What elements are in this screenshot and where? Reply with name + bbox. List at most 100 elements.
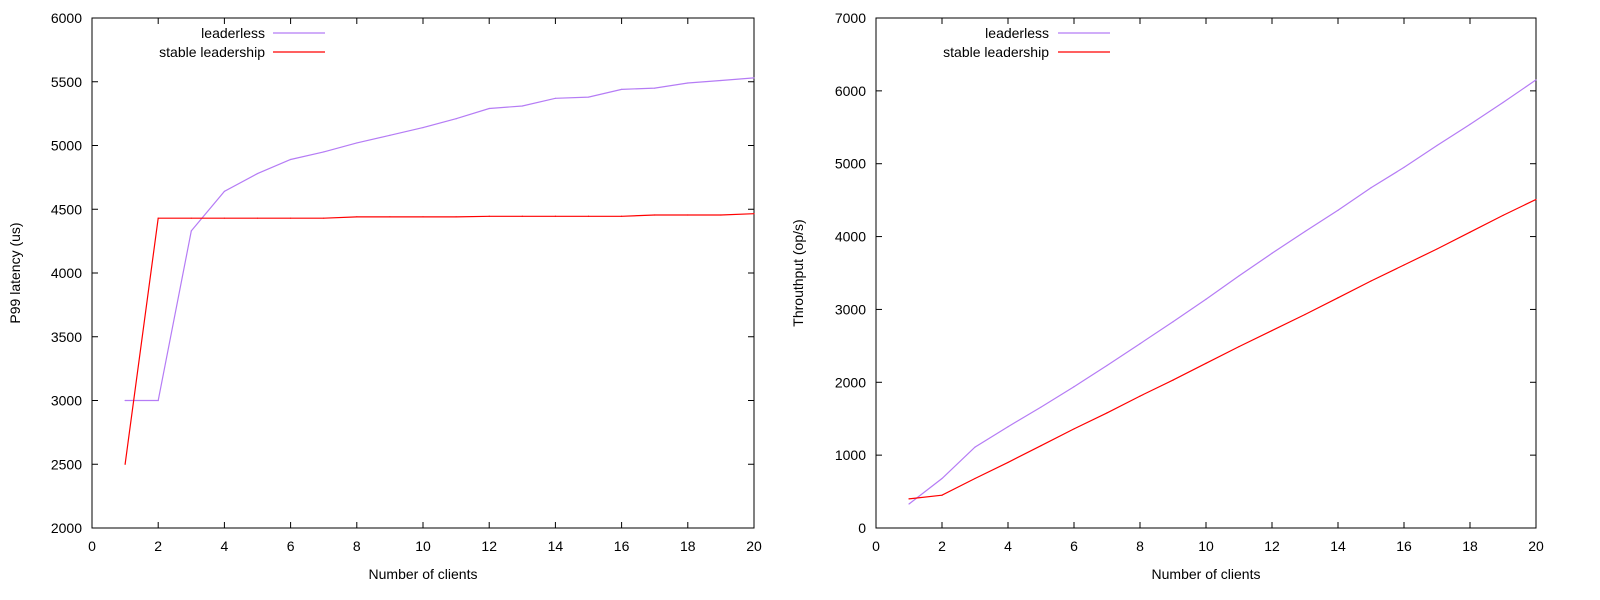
data-point bbox=[124, 399, 126, 402]
legend-label: stable leadership bbox=[943, 44, 1049, 60]
y-tick-label: 4000 bbox=[51, 265, 82, 281]
data-point bbox=[356, 216, 358, 218]
data-point bbox=[455, 118, 457, 120]
data-point bbox=[1040, 406, 1042, 408]
data-point bbox=[1205, 298, 1207, 300]
plot-border bbox=[875, 17, 1537, 529]
data-point bbox=[720, 79, 722, 82]
data-point bbox=[290, 158, 292, 161]
x-tick-label: 20 bbox=[746, 538, 762, 554]
data-point bbox=[223, 217, 225, 219]
data-point bbox=[1436, 144, 1438, 147]
data-point bbox=[256, 217, 259, 219]
x-tick-label: 8 bbox=[1136, 538, 1144, 554]
data-point bbox=[587, 96, 590, 98]
x-tick-label: 20 bbox=[1528, 538, 1544, 554]
x-tick-label: 8 bbox=[353, 538, 361, 554]
data-point bbox=[654, 214, 656, 216]
data-point bbox=[389, 216, 391, 218]
data-point bbox=[1403, 264, 1405, 266]
legend-label: stable leadership bbox=[159, 44, 265, 60]
data-point bbox=[753, 213, 755, 215]
y-tick-label: 4500 bbox=[51, 201, 82, 217]
data-point bbox=[488, 107, 490, 110]
data-point bbox=[621, 215, 623, 217]
data-point bbox=[1370, 187, 1372, 189]
data-point bbox=[190, 230, 192, 232]
data-point bbox=[1535, 198, 1537, 201]
x-tick-label: 10 bbox=[1198, 538, 1214, 554]
y-tick-label: 6000 bbox=[51, 10, 82, 26]
data-point bbox=[1271, 252, 1273, 254]
x-tick-label: 4 bbox=[1004, 538, 1012, 554]
data-point bbox=[687, 82, 689, 84]
data-point bbox=[1172, 379, 1174, 381]
y-tick-label: 4000 bbox=[835, 229, 866, 245]
data-point bbox=[157, 217, 159, 219]
y-tick-label: 5500 bbox=[51, 74, 82, 90]
legend-label: leaderless bbox=[985, 25, 1049, 41]
data-point bbox=[323, 217, 325, 219]
chart-panel-1: 0 2 4 6 8 10 12 14 16 18 20 2000 2500 3000 3500 4000 450… bbox=[7, 10, 762, 582]
x-tick-label: 16 bbox=[1396, 538, 1412, 554]
y-tick-label: 2000 bbox=[835, 374, 866, 390]
data-point bbox=[422, 216, 424, 218]
y-axis-label: Throuthput (op/s) bbox=[790, 219, 806, 326]
y-tick-label: 1000 bbox=[835, 447, 866, 463]
data-point bbox=[1139, 395, 1141, 397]
y-tick-label: 5000 bbox=[835, 156, 866, 172]
data-point bbox=[521, 215, 523, 217]
y-tick-label: 0 bbox=[858, 520, 866, 536]
x-tick-label: 0 bbox=[872, 538, 880, 554]
y-tick-label: 2000 bbox=[51, 520, 82, 536]
data-point bbox=[1436, 248, 1438, 250]
data-point bbox=[1337, 209, 1339, 211]
data-point bbox=[753, 77, 755, 79]
x-tick-label: 10 bbox=[415, 538, 431, 554]
y-tick-label: 2500 bbox=[51, 456, 82, 472]
data-point bbox=[455, 216, 457, 218]
data-point bbox=[290, 217, 292, 219]
x-tick-label: 12 bbox=[481, 538, 497, 554]
data-point bbox=[554, 97, 557, 99]
data-point bbox=[488, 215, 490, 217]
data-point bbox=[323, 151, 325, 153]
data-point bbox=[256, 172, 259, 175]
legend-label: leaderless bbox=[201, 25, 265, 41]
data-point bbox=[554, 215, 557, 217]
plot-border bbox=[91, 17, 755, 529]
data-point bbox=[124, 463, 126, 465]
data-point bbox=[941, 494, 943, 496]
data-point bbox=[1106, 364, 1108, 367]
data-point bbox=[908, 498, 910, 500]
data-point bbox=[941, 477, 943, 480]
data-point bbox=[1304, 230, 1306, 233]
data-point bbox=[389, 134, 391, 136]
data-point bbox=[1007, 461, 1009, 464]
x-tick-label: 2 bbox=[938, 538, 946, 554]
x-tick-label: 14 bbox=[548, 538, 564, 554]
data-point bbox=[521, 105, 523, 107]
data-point bbox=[1469, 231, 1471, 233]
data-point bbox=[1403, 166, 1405, 168]
y-tick-label: 3000 bbox=[835, 301, 866, 317]
data-point bbox=[1205, 362, 1207, 364]
x-tick-label: 4 bbox=[221, 538, 229, 554]
y-tick-label: 3500 bbox=[51, 329, 82, 345]
x-tick-label: 2 bbox=[154, 538, 162, 554]
data-point bbox=[1370, 280, 1372, 282]
x-tick-label: 6 bbox=[1070, 538, 1078, 554]
data-point bbox=[974, 446, 976, 448]
x-tick-label: 16 bbox=[614, 538, 630, 554]
data-point bbox=[1172, 321, 1174, 323]
data-point bbox=[1106, 412, 1108, 414]
data-point bbox=[1502, 101, 1504, 104]
series-line-stable bbox=[124, 213, 755, 465]
data-point bbox=[720, 214, 722, 216]
chart-panel-2: 0 2 4 6 8 10 12 14 16 18 20 0 1000 2000 3000 4000 5000 60… bbox=[790, 10, 1544, 582]
data-point bbox=[1271, 329, 1273, 332]
x-tick-label: 14 bbox=[1330, 538, 1346, 554]
data-point bbox=[190, 217, 192, 219]
data-point bbox=[356, 142, 358, 144]
